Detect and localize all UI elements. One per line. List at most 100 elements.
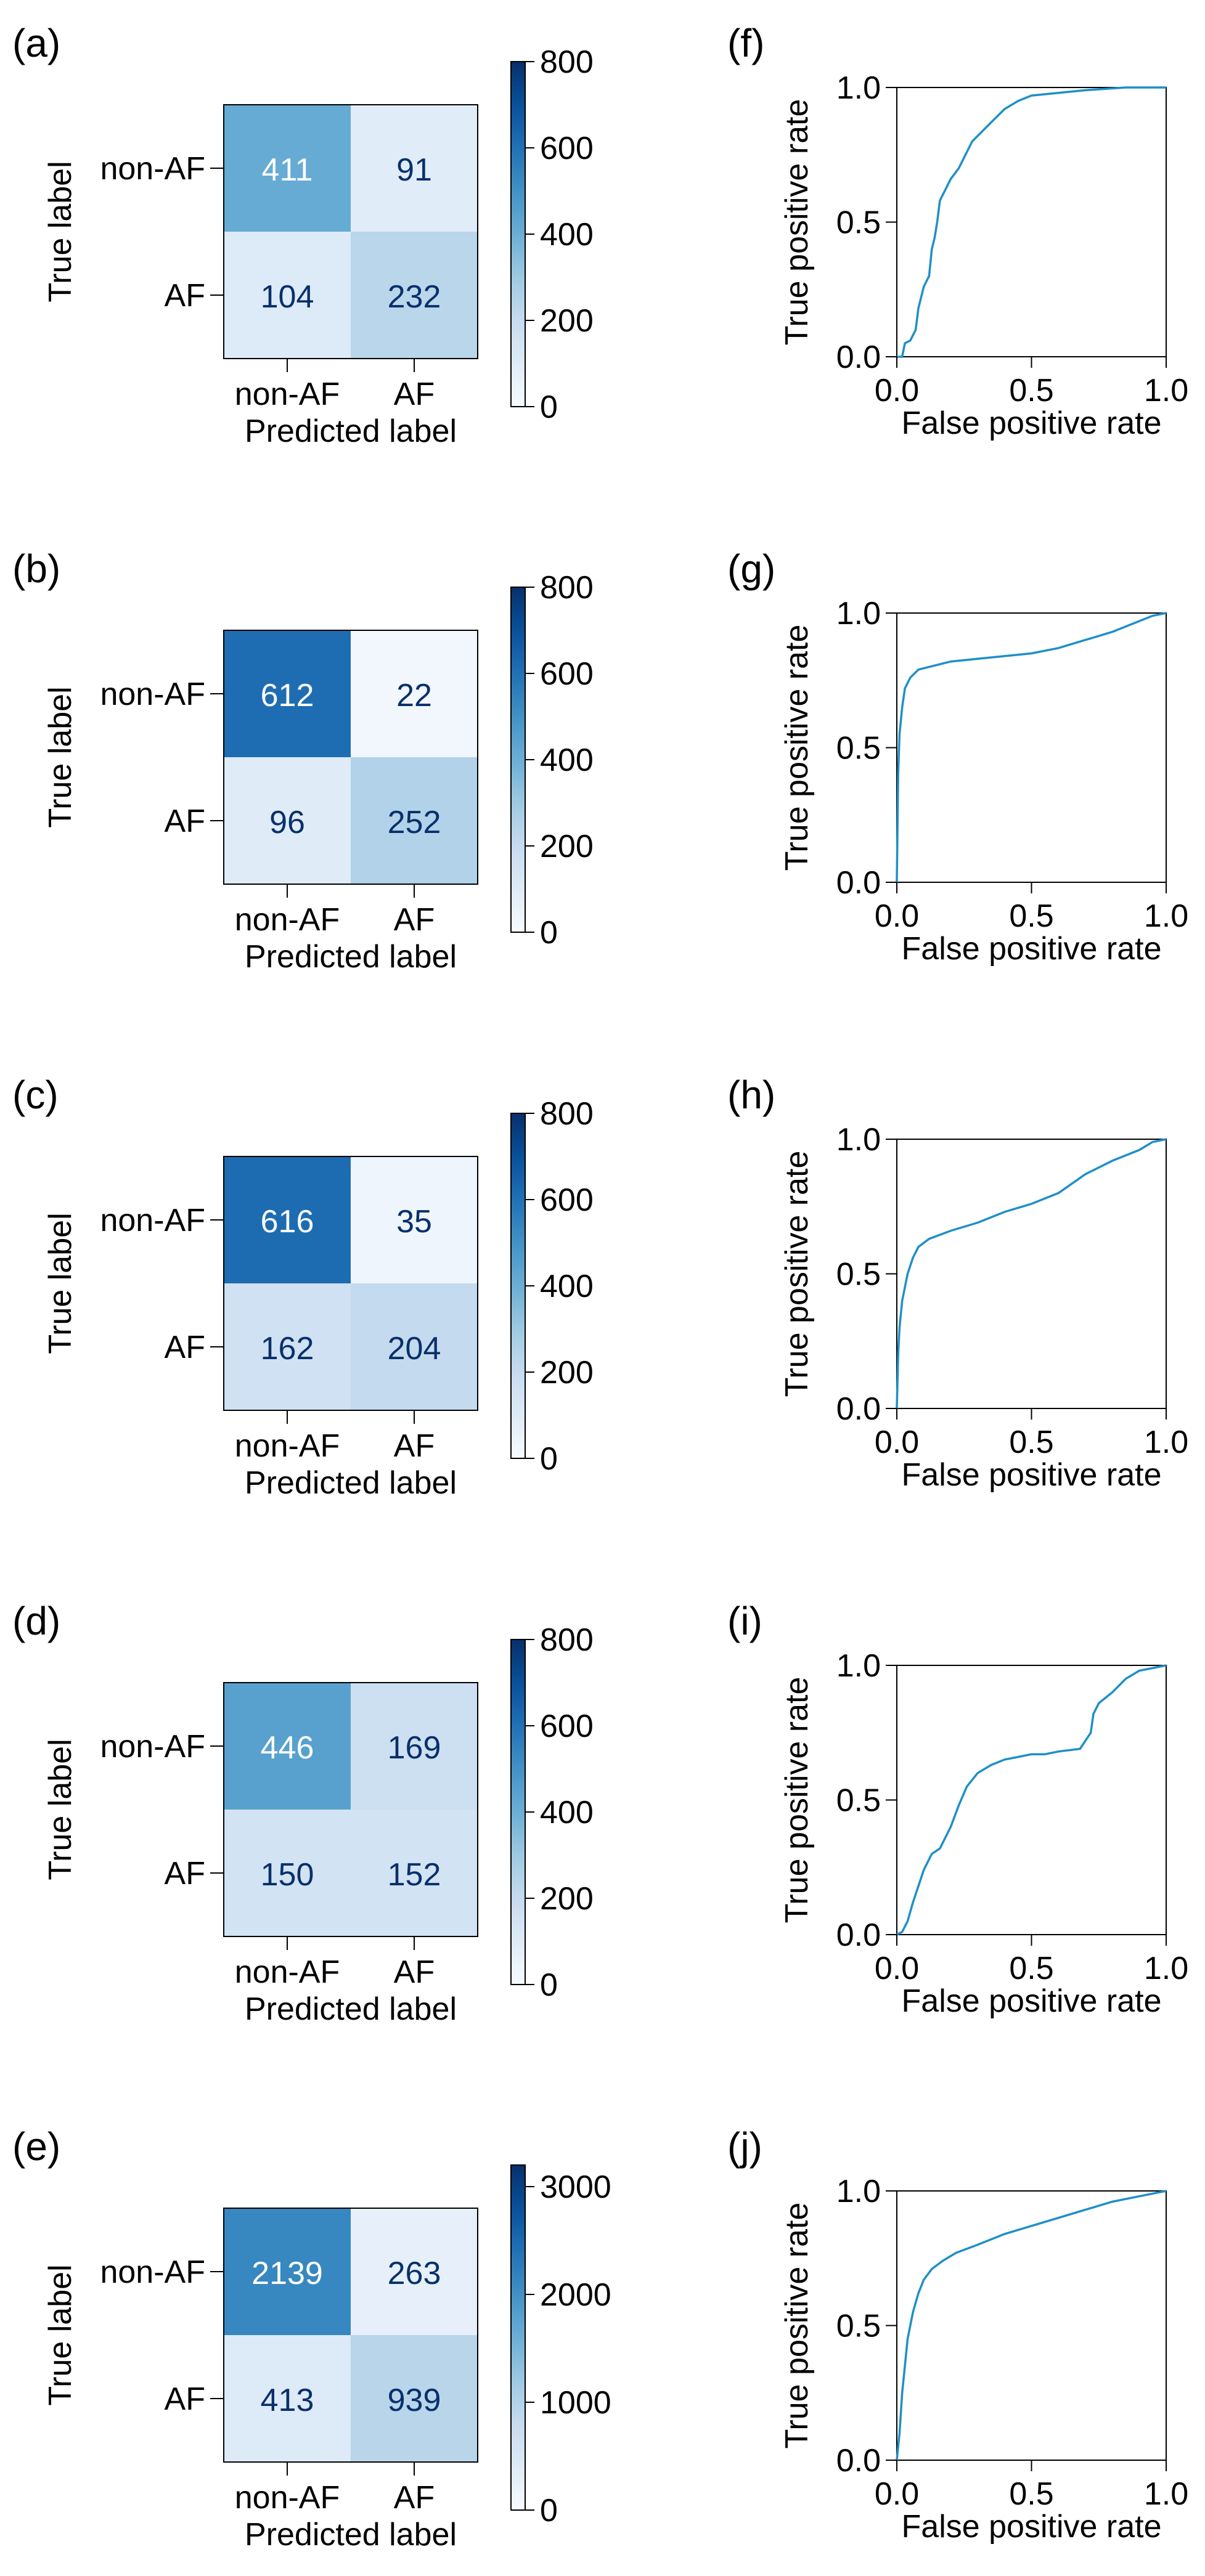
- row-label: non-AF: [100, 151, 205, 187]
- cell-value: 22: [396, 678, 432, 713]
- x-axis-label: False positive rate: [902, 2509, 1162, 2545]
- colorbar-tick-label: 400: [540, 217, 594, 253]
- x-tick-label: 0.0: [875, 1424, 919, 1460]
- cell-value: 252: [388, 805, 441, 840]
- cell-value: 939: [388, 2383, 441, 2418]
- x-axis-label: False positive rate: [902, 1983, 1162, 2019]
- colorbar-tick-label: 0: [540, 389, 558, 425]
- y-tick-label: 1.0: [836, 1648, 881, 1684]
- row-label: AF: [165, 1856, 205, 1891]
- colorbar-tick-label: 600: [540, 131, 594, 166]
- y-tick-label: 0.5: [836, 2309, 881, 2344]
- y-tick-label: 0.0: [836, 339, 881, 375]
- y-axis-label: True positive rate: [779, 2203, 815, 2449]
- y-axis-label: True label: [43, 1213, 78, 1354]
- colorbar-tick-label: 600: [540, 656, 594, 692]
- panel-label: (a): [12, 21, 60, 65]
- roc-line: [897, 86, 1166, 358]
- plot-frame: [896, 1665, 1167, 1935]
- row-label: non-AF: [100, 677, 205, 712]
- roc-line: [896, 612, 1167, 883]
- x-tick-label: 1.0: [1144, 373, 1188, 408]
- matrix-cell: [224, 1810, 351, 1936]
- matrix-cell: [224, 757, 351, 884]
- colorbar-tick-label: 800: [540, 1622, 594, 1658]
- x-tick-label: 0.0: [875, 898, 919, 934]
- matrix-cell: [224, 1283, 351, 1410]
- matrix-cell: [351, 105, 478, 232]
- matrix-cell: [224, 1683, 351, 1810]
- y-axis-label: True positive rate: [779, 99, 815, 346]
- x-tick-label: 1.0: [1144, 898, 1188, 934]
- y-axis-label: True positive rate: [779, 1677, 815, 1924]
- matrix-cell: [224, 630, 351, 757]
- colorbar-tick-label: 600: [540, 1182, 594, 1218]
- col-label: non-AF: [235, 1954, 340, 1990]
- colorbar: [510, 61, 526, 407]
- x-axis-label: Predicted label: [245, 413, 457, 449]
- col-label: non-AF: [235, 2480, 340, 2516]
- colorbar-tick-label: 0: [540, 915, 558, 951]
- panel-label: (j): [727, 2124, 762, 2169]
- col-label: AF: [394, 1428, 435, 1464]
- roc-line: [896, 1138, 1167, 1409]
- matrix-cell: [224, 232, 351, 359]
- x-tick-label: 0.5: [1009, 1951, 1053, 1986]
- colorbar-tick-label: 800: [540, 1096, 594, 1132]
- row-label: AF: [165, 1330, 205, 1365]
- panel-label: (b): [12, 546, 60, 591]
- y-tick-label: 0.0: [836, 1391, 881, 1427]
- x-tick-label: 0.5: [1009, 373, 1053, 408]
- x-tick-label: 1.0: [1144, 1951, 1188, 1986]
- colorbar-tick-label: 1000: [540, 2385, 611, 2421]
- cell-value: 2139: [251, 2256, 323, 2291]
- matrix-cell: [224, 105, 351, 232]
- plot-frame: [896, 2190, 1167, 2461]
- roc-line: [896, 2190, 1167, 2461]
- x-axis-label: Predicted label: [245, 1465, 457, 1501]
- cell-value: 263: [388, 2256, 441, 2291]
- y-tick-label: 1.0: [836, 1122, 881, 1158]
- cell-value: 169: [388, 1730, 441, 1766]
- y-axis-label: True positive rate: [779, 625, 815, 871]
- x-axis-label: False positive rate: [902, 1457, 1162, 1493]
- x-tick-label: 0.0: [875, 373, 919, 408]
- matrix-cell: [351, 757, 478, 884]
- colorbar-tick-label: 600: [540, 1709, 594, 1744]
- y-tick-label: 1.0: [836, 70, 881, 106]
- colorbar-tick-label: 800: [540, 570, 594, 606]
- cell-value: 104: [261, 279, 314, 315]
- colorbar-tick-label: 400: [540, 1269, 594, 1304]
- row-label: non-AF: [100, 1203, 205, 1238]
- cell-value: 446: [261, 1730, 314, 1766]
- cell-value: 232: [388, 279, 441, 315]
- panel-label: (h): [727, 1073, 775, 1117]
- matrix-cell: [224, 2208, 351, 2335]
- y-tick-label: 0.5: [836, 1783, 881, 1819]
- matrix-frame: [223, 1682, 478, 1937]
- x-axis-label: Predicted label: [245, 939, 457, 975]
- row-label: AF: [165, 2381, 205, 2417]
- colorbar-tick-label: 200: [540, 303, 594, 339]
- panel-label: (g): [727, 546, 775, 591]
- cell-value: 616: [261, 1204, 314, 1240]
- panel-label: (i): [727, 1599, 762, 1643]
- matrix-frame: [223, 1156, 478, 1411]
- x-axis-label: False positive rate: [902, 931, 1162, 967]
- cell-value: 152: [388, 1857, 441, 1893]
- cell-value: 91: [396, 152, 432, 188]
- y-axis-label: True positive rate: [779, 1151, 815, 1397]
- cell-value: 612: [261, 678, 314, 713]
- y-axis-label: True label: [43, 1739, 78, 1880]
- panel-label: (f): [727, 21, 764, 65]
- col-label: AF: [394, 376, 435, 412]
- y-tick-label: 1.0: [836, 596, 881, 632]
- matrix-cell: [351, 1683, 478, 1810]
